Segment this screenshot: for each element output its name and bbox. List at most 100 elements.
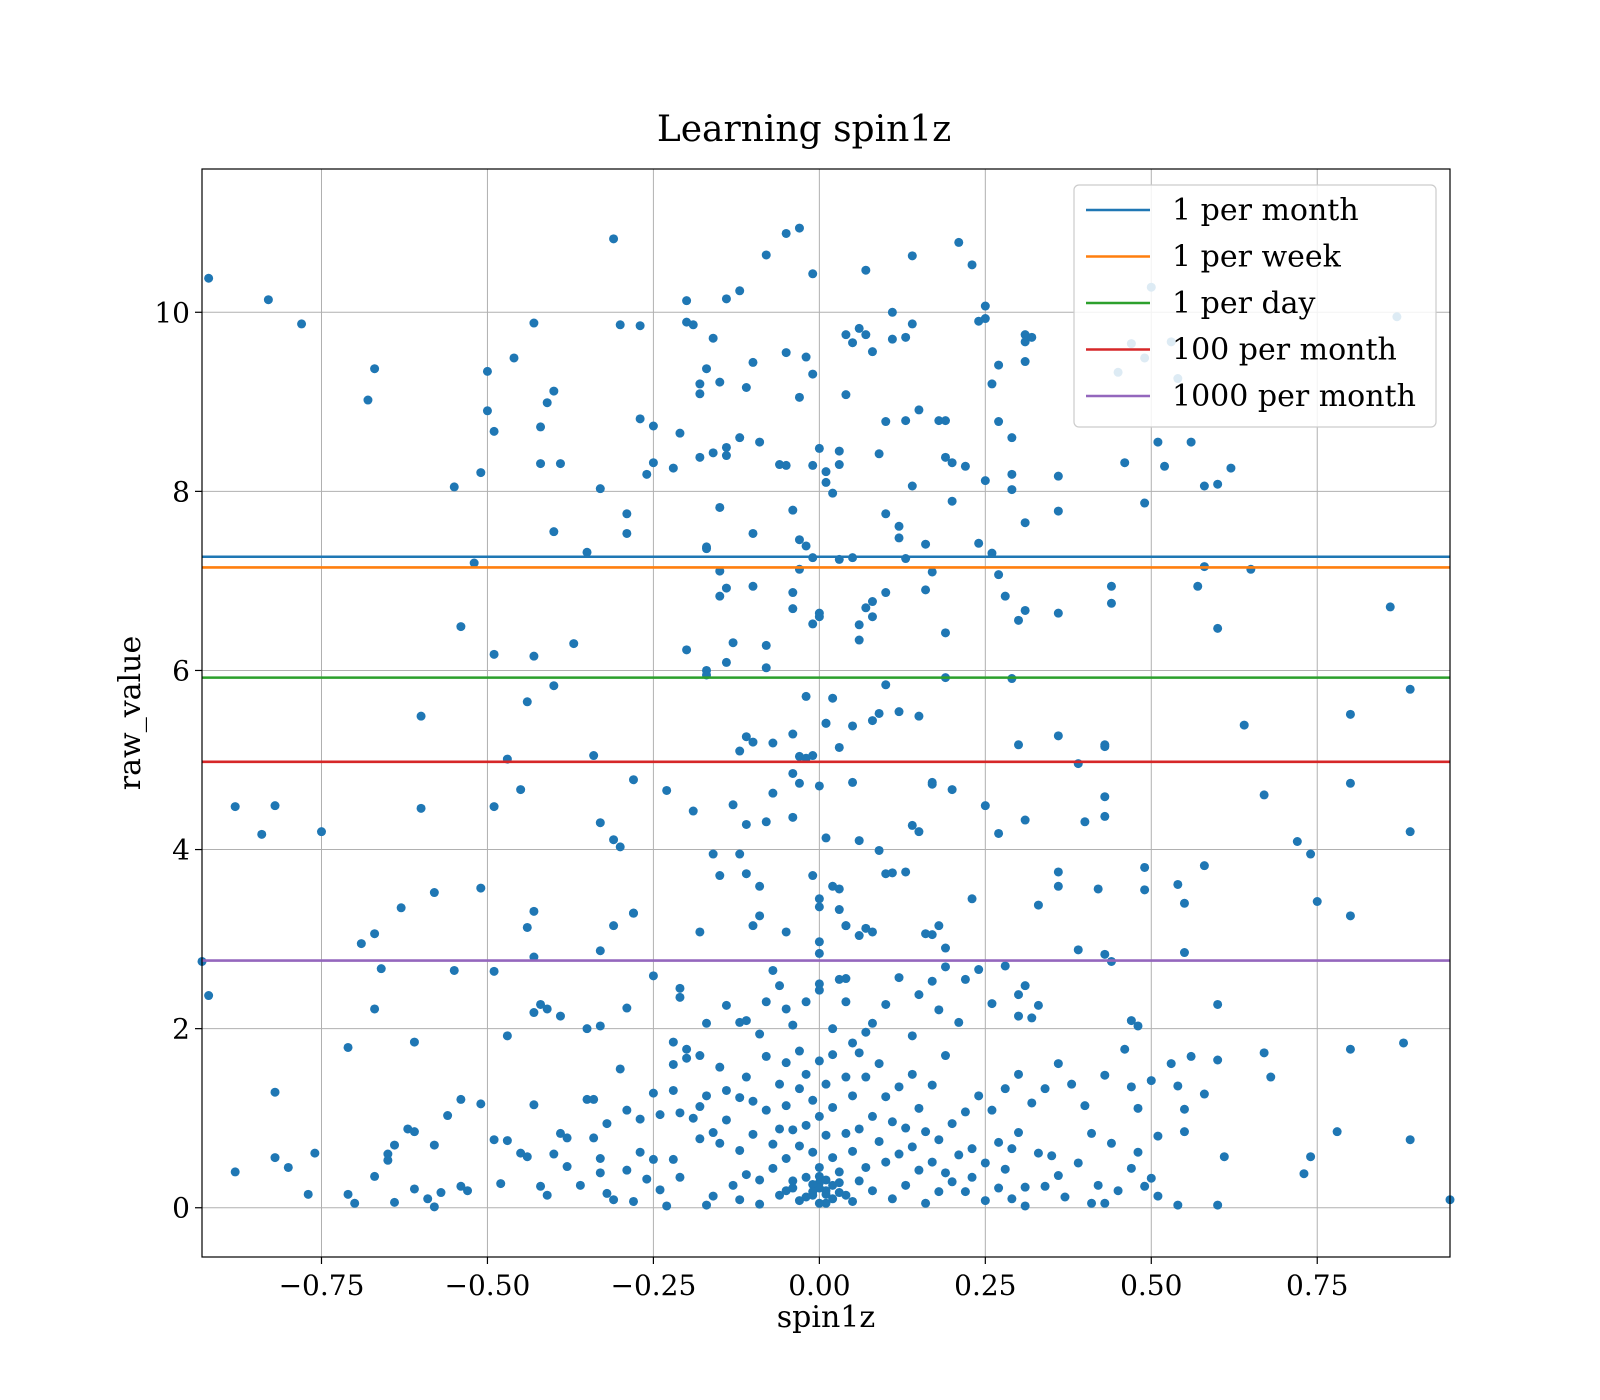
data-point: [821, 1079, 831, 1089]
data-point: [748, 737, 758, 747]
data-point: [549, 681, 559, 691]
data-point: [894, 521, 904, 531]
data-point: [1345, 911, 1355, 921]
data-point: [1014, 615, 1024, 625]
data-point: [901, 416, 911, 426]
legend-label: 1000 per month: [1172, 379, 1416, 414]
data-point: [735, 849, 745, 859]
data-point: [1027, 1098, 1037, 1108]
data-point: [489, 1135, 499, 1145]
data-point: [814, 1111, 824, 1121]
data-point: [1213, 479, 1223, 489]
data-point: [854, 1176, 864, 1186]
data-point: [794, 1084, 804, 1094]
data-point: [881, 417, 891, 427]
data-point: [728, 800, 738, 810]
data-point: [881, 509, 891, 519]
data-point: [914, 405, 924, 415]
data-point: [270, 801, 280, 811]
data-point: [536, 1181, 546, 1191]
data-point: [257, 829, 267, 839]
data-point: [814, 781, 824, 791]
data-point: [1126, 1016, 1136, 1026]
data-point: [994, 417, 1004, 427]
data-point: [947, 458, 957, 468]
data-point: [735, 286, 745, 296]
data-point: [688, 1113, 698, 1123]
data-point: [343, 1042, 353, 1052]
data-point: [1140, 1181, 1150, 1191]
data-point: [502, 1136, 512, 1146]
data-point: [887, 307, 897, 317]
data-point: [728, 638, 738, 648]
data-point: [834, 884, 844, 894]
data-point: [655, 1185, 665, 1195]
data-point: [383, 1155, 393, 1165]
data-point: [894, 1149, 904, 1159]
data-point: [907, 251, 917, 261]
data-point: [748, 528, 758, 538]
data-point: [967, 894, 977, 904]
data-point: [828, 1194, 838, 1204]
data-point: [748, 1129, 758, 1139]
data-point: [834, 1178, 844, 1188]
data-point: [841, 921, 851, 931]
data-point: [609, 234, 619, 244]
x-tick-label: 0.50: [1120, 1269, 1182, 1302]
data-point: [980, 301, 990, 311]
data-point: [1213, 999, 1223, 1009]
data-point: [595, 1168, 605, 1178]
data-point: [741, 732, 751, 742]
data-point: [668, 1059, 678, 1069]
data-point: [834, 446, 844, 456]
data-point: [748, 1096, 758, 1106]
data-point: [874, 845, 884, 855]
data-point: [648, 458, 658, 468]
data-point: [496, 1179, 506, 1189]
data-point: [1312, 896, 1322, 906]
data-point: [383, 1149, 393, 1159]
data-point: [429, 1140, 439, 1150]
data-point: [821, 1175, 831, 1185]
data-point: [1100, 1198, 1110, 1208]
data-point: [662, 1201, 672, 1211]
data-point: [1345, 1044, 1355, 1054]
data-point: [628, 1196, 638, 1206]
y-tick-label: 10: [154, 296, 190, 329]
data-point: [854, 1124, 864, 1134]
data-point: [635, 414, 645, 424]
data-point: [927, 779, 937, 789]
data-point: [841, 974, 851, 984]
data-point: [1100, 740, 1110, 750]
data-point: [1087, 1128, 1097, 1138]
data-point: [1087, 1198, 1097, 1208]
data-point: [263, 295, 273, 305]
data-point: [1213, 623, 1223, 633]
data-point: [741, 382, 751, 392]
data-point: [821, 477, 831, 487]
data-point: [735, 1145, 745, 1155]
data-point: [921, 539, 931, 549]
data-point: [1014, 1128, 1024, 1138]
data-point: [1133, 1147, 1143, 1157]
data-point: [1179, 898, 1189, 908]
data-point: [1345, 709, 1355, 719]
data-point: [1213, 1055, 1223, 1065]
data-point: [635, 1114, 645, 1124]
data-point: [628, 775, 638, 785]
data-point: [370, 364, 380, 374]
data-point: [642, 469, 652, 479]
data-point: [1000, 1164, 1010, 1174]
data-point: [921, 1198, 931, 1208]
data-point: [874, 1059, 884, 1069]
data-point: [980, 314, 990, 324]
data-point: [310, 1148, 320, 1158]
data-point: [1246, 564, 1256, 574]
data-point: [1106, 1138, 1116, 1148]
data-point: [1179, 948, 1189, 958]
data-point: [1259, 790, 1269, 800]
data-point: [980, 476, 990, 486]
data-point: [808, 871, 818, 881]
data-point: [1047, 1151, 1057, 1161]
data-point: [960, 1187, 970, 1197]
